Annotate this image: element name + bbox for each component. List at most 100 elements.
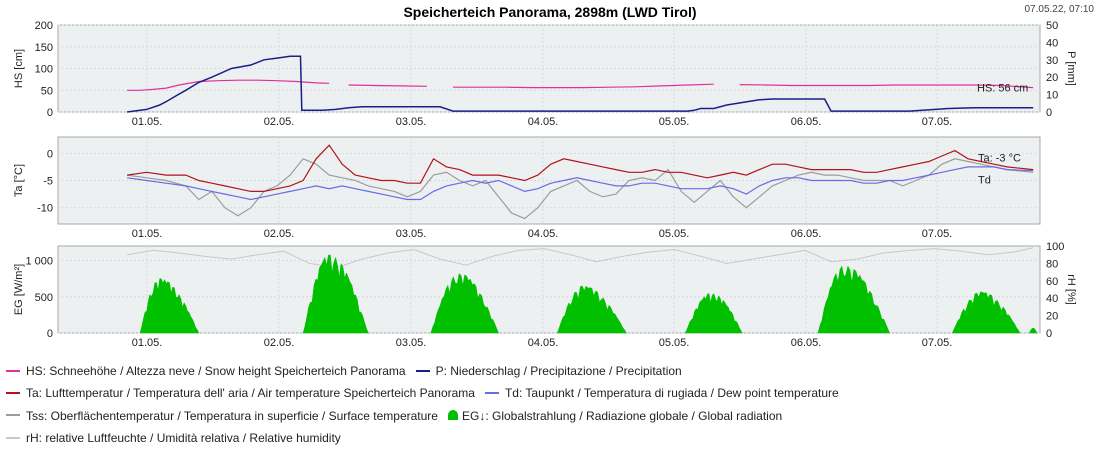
radiation-day: [1028, 327, 1038, 334]
legend-item-eg: EG↓: Globalstrahlung / Radiazione global…: [447, 408, 783, 423]
radiation-day: [684, 292, 743, 334]
series-td: [127, 166, 1034, 201]
panel-2: 01.05. 02.05. 03.05. 04.05. 05.05. 06.05. 07.0…: [13, 136, 1041, 240]
legend-swatch: [6, 392, 20, 395]
x-tick-label: 05.05.: [659, 337, 690, 349]
legend-item-hs: HS: Schneehöhe / Altezza neve / Snow hei…: [6, 364, 406, 378]
x-tick-label: 07.05.: [922, 116, 953, 128]
x-tick-label: 05.05.: [659, 116, 690, 128]
legend-label: P: Niederschlag / Precipitazione / Preci…: [435, 364, 682, 378]
x-tick-label: 01.05.: [132, 337, 163, 349]
x-tick-label: 02.05.: [264, 228, 295, 240]
legend-label: Td: Taupunkt / Temperatura di rugiada / …: [504, 386, 839, 401]
x-tick-label: 04.05.: [528, 337, 559, 349]
legend-label: HS: Schneehöhe / Altezza neve / Snow hei…: [26, 364, 406, 378]
legend-label: Ta: Lufttemperatur / Temperatura dell' a…: [26, 386, 475, 401]
td-value-label: Td: [978, 175, 991, 187]
hs-value-label: HS: 56 cm: [977, 83, 1028, 95]
y-tick-label: 50: [41, 85, 53, 97]
y-right-axis-label: rH [%]: [1065, 274, 1077, 305]
legend-swatch: [447, 410, 458, 421]
x-tick-label: 06.05.: [791, 228, 822, 240]
series-rh: [127, 247, 1034, 269]
radiation-day: [951, 291, 1021, 334]
legend-swatch: [484, 392, 499, 395]
legend-item-rh: rH: relative Luftfeuchte / Umidità relat…: [6, 431, 341, 445]
y-right-tick-label: 40: [1046, 293, 1058, 305]
legend-item-p: P: Niederschlag / Precipitazione / Preci…: [415, 364, 682, 378]
chart-title: Speicherteich Panorama, 2898m (LWD Tirol…: [403, 4, 696, 20]
y-axis-label: Ta [°C]: [13, 164, 25, 197]
legend-swatch: [6, 369, 20, 372]
y-right-tick-label: 0: [1046, 107, 1052, 119]
legend-item-tss: Tss: Oberflächentemperatur / Temperatura…: [6, 409, 438, 423]
y-right-tick-label: 60: [1046, 276, 1058, 288]
radiation-day: [430, 273, 499, 334]
y-right-tick-label: 20: [1046, 311, 1058, 323]
y-axis-label: EG [W/m²]: [13, 264, 25, 315]
x-tick-label: 05.05.: [659, 228, 690, 240]
plot-area: [57, 24, 1041, 113]
series-ta: [127, 144, 1034, 192]
x-tick-label: 02.05.: [264, 116, 295, 128]
legend-row: rH: relative Luftfeuchte / Umidità relat…: [6, 427, 1096, 449]
legend-row: HS: Schneehöhe / Altezza neve / Snow hei…: [6, 360, 1096, 382]
legend: HS: Schneehöhe / Altezza neve / Snow hei…: [6, 360, 1096, 449]
x-tick-label: 03.05.: [396, 228, 427, 240]
x-tick-label: 04.05.: [528, 116, 559, 128]
y-tick-label: 0: [47, 148, 53, 160]
legend-row: Ta: Lufttemperatur / Temperatura dell' a…: [6, 382, 1096, 404]
legend-swatch: [6, 436, 20, 439]
panel-3: 01.05. 02.05. 03.05. 04.05. 05.05. 06.05. 07.0…: [13, 241, 1077, 349]
y-right-tick-label: 30: [1046, 55, 1058, 67]
y-tick-label: 1 000: [25, 256, 53, 268]
y-tick-label: 500: [35, 292, 53, 304]
series-p: [126, 55, 1034, 113]
legend-item-ta: Ta: Lufttemperatur / Temperatura dell' a…: [6, 386, 475, 400]
y-right-tick-label: 0: [1046, 328, 1052, 340]
legend-label: EG↓: Globalstrahlung / Radiazione global…: [461, 408, 783, 423]
y-tick-label: -10: [37, 203, 53, 215]
ta-value-label: Ta: -3 °C: [978, 152, 1021, 164]
y-right-tick-label: 50: [1046, 20, 1058, 32]
legend-swatch: [6, 414, 20, 417]
x-tick-label: 02.05.: [264, 337, 295, 349]
legend-label: Tss: Oberflächentemperatur / Temperatura…: [26, 408, 438, 423]
meteogram: Speicherteich Panorama, 2898m (LWD Tirol…: [13, 4, 1094, 349]
x-tick-label: 01.05.: [132, 228, 163, 240]
y-tick-label: -5: [43, 176, 53, 188]
panel-1: 01.05. 02.05. 03.05. 04.05. 05.05. 06.05. 07.0…: [13, 20, 1077, 128]
plot-area: [57, 245, 1041, 334]
y-axis-label: HS [cm]: [13, 49, 25, 88]
y-right-tick-label: 80: [1046, 258, 1058, 270]
x-tick-label: 07.05.: [922, 228, 953, 240]
y-tick-label: 150: [35, 42, 53, 54]
radiation-day: [817, 265, 891, 334]
legend-swatch: [415, 369, 430, 372]
y-tick-label: 200: [35, 20, 53, 32]
x-tick-label: 04.05.: [528, 228, 559, 240]
series-hs: [127, 79, 1034, 91]
y-tick-label: 100: [35, 64, 53, 76]
x-tick-label: 06.05.: [791, 337, 822, 349]
radiation-day: [556, 285, 627, 334]
legend-row: Tss: Oberflächentemperatur / Temperatura…: [6, 405, 1096, 427]
timestamp: 07.05.22, 07:10: [1024, 4, 1094, 15]
radiation-day: [139, 278, 200, 334]
y-tick-label: 0: [47, 328, 53, 340]
y-right-axis-label: P [mm]: [1065, 51, 1077, 86]
x-tick-label: 03.05.: [396, 337, 427, 349]
y-right-tick-label: 100: [1046, 241, 1064, 253]
y-tick-label: 0: [47, 107, 53, 119]
legend-label: rH: relative Luftfeuchte / Umidità relat…: [26, 430, 341, 445]
series-tss: [127, 158, 1034, 220]
x-tick-label: 06.05.: [791, 116, 822, 128]
y-right-tick-label: 40: [1046, 37, 1058, 49]
x-tick-label: 07.05.: [922, 337, 953, 349]
y-right-tick-label: 20: [1046, 72, 1058, 84]
y-right-tick-label: 10: [1046, 90, 1058, 102]
x-tick-label: 03.05.: [396, 116, 427, 128]
radiation-day: [302, 254, 369, 334]
legend-item-td: Td: Taupunkt / Temperatura di rugiada / …: [484, 386, 839, 401]
x-tick-label: 01.05.: [132, 116, 163, 128]
